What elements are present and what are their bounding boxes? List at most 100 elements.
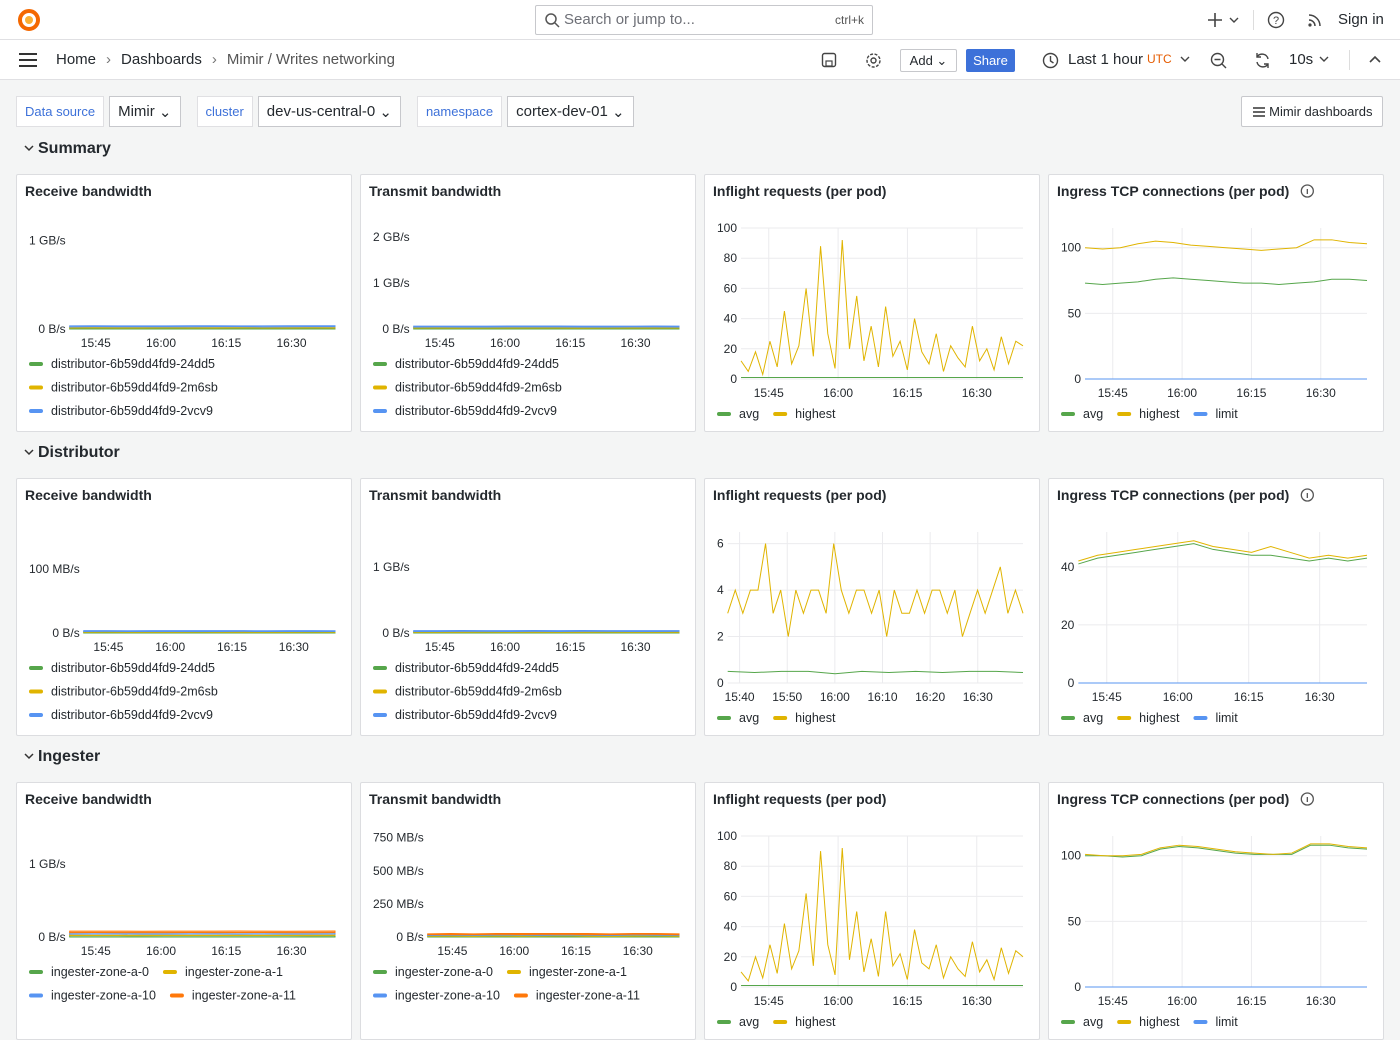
y-tick-label: 1 GB/s (29, 857, 66, 871)
legend-label[interactable]: highest (1139, 1015, 1180, 1029)
x-tick-label: 15:50 (772, 690, 802, 704)
panel-title: Receive bandwidth (25, 791, 152, 807)
grafana-logo[interactable] (16, 7, 42, 33)
panel: Ingress TCP connections (per pod) 0 50 100 1… (1048, 782, 1384, 1040)
x-tick-label: 16:15 (555, 336, 585, 350)
x-tick-label: 16:30 (963, 690, 993, 704)
panel: Transmit bandwidth 0 B/s 1 GB/s 2 GB/s 15:45… (360, 174, 696, 432)
top-bar: Search or jump to... ctrl+k ? Sign in (0, 0, 1400, 40)
legend-label[interactable]: avg (739, 407, 759, 421)
legend-label[interactable]: ingester-zone-a-1 (185, 965, 283, 979)
legend-label[interactable]: distributor-6b59dd4fd9-2m6sb (395, 685, 562, 699)
share-button[interactable]: Share (966, 49, 1015, 72)
variable-select[interactable]: cortex-dev-01 ⌄ (507, 96, 634, 127)
legend-label[interactable]: ingester-zone-a-11 (192, 989, 296, 1003)
x-tick-label: 16:30 (962, 994, 992, 1008)
x-tick-label: 16:30 (620, 640, 650, 654)
info-icon[interactable] (1300, 184, 1314, 198)
legend-label[interactable]: ingester-zone-a-10 (395, 989, 500, 1003)
legend-label[interactable]: distributor-6b59dd4fd9-2vcv9 (395, 708, 557, 722)
legend-label[interactable]: distributor-6b59dd4fd9-2m6sb (395, 381, 562, 395)
legend-label[interactable]: avg (739, 1015, 759, 1029)
x-tick-label: 16:00 (146, 336, 176, 350)
legend-label[interactable]: highest (795, 711, 836, 725)
legend-label[interactable]: distributor-6b59dd4fd9-2m6sb (51, 381, 218, 395)
time-range[interactable]: Last 1 hour (1068, 51, 1144, 68)
x-tick-label: 15:45 (437, 944, 467, 958)
x-tick-label: 16:00 (823, 994, 853, 1008)
panel-title: Inflight requests (per pod) (713, 487, 886, 503)
variable-select[interactable]: Mimir ⌄ (109, 96, 181, 127)
legend-label[interactable]: highest (795, 1015, 836, 1029)
legend-label[interactable]: distributor-6b59dd4fd9-24dd5 (51, 661, 215, 675)
line-series (1084, 277, 1368, 285)
legend-label[interactable]: distributor-6b59dd4fd9-2vcv9 (51, 708, 213, 722)
settings-icon[interactable] (865, 52, 882, 69)
y-tick-label: 6 (717, 537, 724, 551)
legend-label[interactable]: highest (795, 407, 836, 421)
y-tick-label: 50 (1068, 914, 1082, 928)
legend-label[interactable]: ingester-zone-a-11 (536, 989, 640, 1003)
menu-icon[interactable] (18, 52, 38, 68)
panel-chart: Transmit bandwidth 0 B/s 250 MB/s 500 MB/s 7… (369, 791, 680, 1003)
new-button[interactable] (1206, 10, 1242, 30)
help-icon[interactable]: ? (1267, 11, 1285, 29)
legend-label[interactable]: distributor-6b59dd4fd9-2vcv9 (51, 404, 213, 418)
legend-label[interactable]: ingester-zone-a-0 (395, 965, 493, 979)
sign-in[interactable]: Sign in (1338, 11, 1384, 28)
line-series (727, 670, 1024, 675)
refresh-icon[interactable] (1254, 52, 1271, 69)
legend-label[interactable]: limit (1215, 407, 1238, 421)
legend-label[interactable]: distributor-6b59dd4fd9-24dd5 (395, 357, 559, 371)
legend-label[interactable]: ingester-zone-a-0 (51, 965, 149, 979)
chevron (24, 753, 34, 760)
x-tick-label: 15:45 (1098, 386, 1128, 400)
legend-label[interactable]: avg (1083, 711, 1103, 725)
info-icon[interactable] (1300, 488, 1314, 502)
news-icon[interactable] (1307, 12, 1323, 28)
legend-label[interactable]: avg (1083, 407, 1103, 421)
legend-label[interactable]: ingester-zone-a-1 (529, 965, 627, 979)
variable-select[interactable]: dev-us-central-0 ⌄ (257, 96, 401, 127)
row-header[interactable]: Ingester (24, 748, 100, 766)
row-header[interactable]: Distributor (24, 444, 120, 462)
x-tick-label: 16:30 (276, 944, 306, 958)
line-series (727, 543, 1024, 637)
timezone: UTC (1147, 52, 1172, 66)
legend-label[interactable]: distributor-6b59dd4fd9-24dd5 (395, 661, 559, 675)
legend-label[interactable]: limit (1215, 711, 1238, 725)
legend-label[interactable]: distributor-6b59dd4fd9-24dd5 (51, 357, 215, 371)
collapse-icon[interactable] (1369, 55, 1381, 64)
legend-label[interactable]: avg (739, 711, 759, 725)
x-tick-label: 16:20 (915, 690, 945, 704)
legend-label[interactable]: ingester-zone-a-10 (51, 989, 156, 1003)
save-icon[interactable] (821, 52, 837, 68)
legend-label[interactable]: avg (1083, 1015, 1103, 1029)
y-tick-label: 20 (1061, 618, 1075, 632)
legend-label[interactable]: distributor-6b59dd4fd9-2vcv9 (395, 404, 557, 418)
dashboards-link[interactable]: Mimir dashboards (1241, 96, 1383, 127)
zoom-out-icon[interactable] (1210, 52, 1227, 69)
y-tick-label: 60 (724, 281, 738, 295)
breadcrumb[interactable]: Home (56, 51, 97, 68)
refresh-interval[interactable]: 10s (1289, 51, 1314, 68)
info-icon[interactable] (1300, 792, 1314, 806)
panel-chart: Inflight requests (per pod) 0 20 40 60 80 100 1… (713, 791, 1024, 1029)
y-tick-label: 20 (724, 342, 738, 356)
nav-bar: Home › Dashboards › Mimir / Writes network… (0, 40, 1400, 80)
x-tick-label: 15:45 (1092, 690, 1122, 704)
y-tick-label: 0 (1074, 372, 1081, 386)
breadcrumb[interactable]: Dashboards (121, 51, 202, 68)
x-tick-label: 16:00 (155, 640, 185, 654)
y-tick-label: 0 B/s (52, 626, 79, 640)
legend-label[interactable]: highest (1139, 407, 1180, 421)
legend-label[interactable]: distributor-6b59dd4fd9-2m6sb (51, 685, 218, 699)
legend-label[interactable]: limit (1215, 1015, 1238, 1029)
search-box[interactable]: Search or jump to... ctrl+k (535, 5, 873, 35)
row-header[interactable]: Summary (24, 140, 111, 158)
add-label: Add (909, 53, 933, 68)
add-button[interactable]: Add ⌄ (900, 49, 957, 72)
variable-value: dev-us-central-0 (266, 103, 376, 120)
legend-label[interactable]: highest (1139, 711, 1180, 725)
panel-title: Receive bandwidth (25, 183, 152, 199)
